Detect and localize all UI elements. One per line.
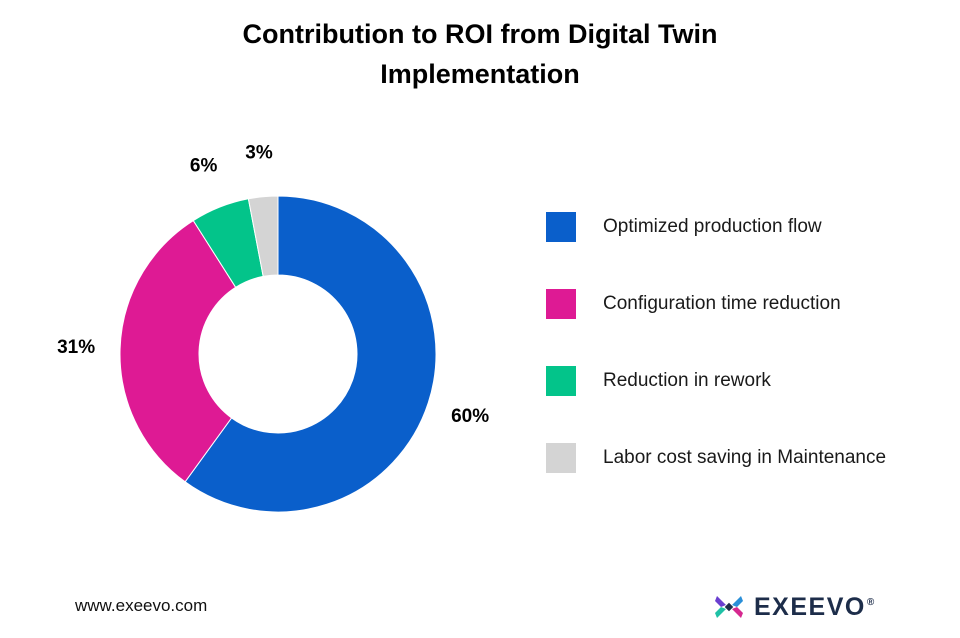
legend-swatch	[546, 443, 576, 473]
legend-swatch	[546, 366, 576, 396]
chart-legend: Optimized production flow Configuration …	[546, 212, 886, 520]
legend-item: Configuration time reduction	[546, 289, 886, 319]
legend-label: Optimized production flow	[603, 216, 822, 237]
donut-slices	[119, 195, 437, 513]
legend-item: Optimized production flow	[546, 212, 886, 242]
legend-swatch	[546, 212, 576, 242]
slice-labor-cost-saving-in-maintenance	[247, 195, 279, 277]
legend-label: Reduction in rework	[603, 370, 771, 391]
legend-label: Labor cost saving in Maintenance	[603, 447, 887, 468]
website-url[interactable]: www.exeevo.com	[75, 596, 208, 615]
legend-item: Labor cost saving in Maintenance	[546, 443, 886, 473]
slice-configuration-time-reduction	[119, 219, 237, 483]
exeevo-logo-icon	[715, 596, 743, 618]
slice-label-labor-cost-saving-in-maintenance: 3%	[245, 142, 273, 163]
brand-name: EXEEVO®	[754, 592, 876, 621]
legend-label: Configuration time reduction	[603, 293, 841, 314]
brand-logo: EXEEVO®	[712, 590, 876, 624]
donut-value-labels: 60% 31% 6% 3%	[57, 142, 489, 427]
legend-item: Reduction in rework	[546, 366, 886, 396]
legend-swatch	[546, 289, 576, 319]
chart-title: Contribution to ROI from Digital Twin Im…	[242, 19, 718, 89]
slice-label-optimized-production-flow: 60%	[451, 406, 489, 427]
slice-optimized-production-flow	[184, 195, 437, 513]
slice-label-configuration-time-reduction: 31%	[57, 337, 95, 358]
slice-label-reduction-in-rework: 6%	[190, 156, 218, 177]
